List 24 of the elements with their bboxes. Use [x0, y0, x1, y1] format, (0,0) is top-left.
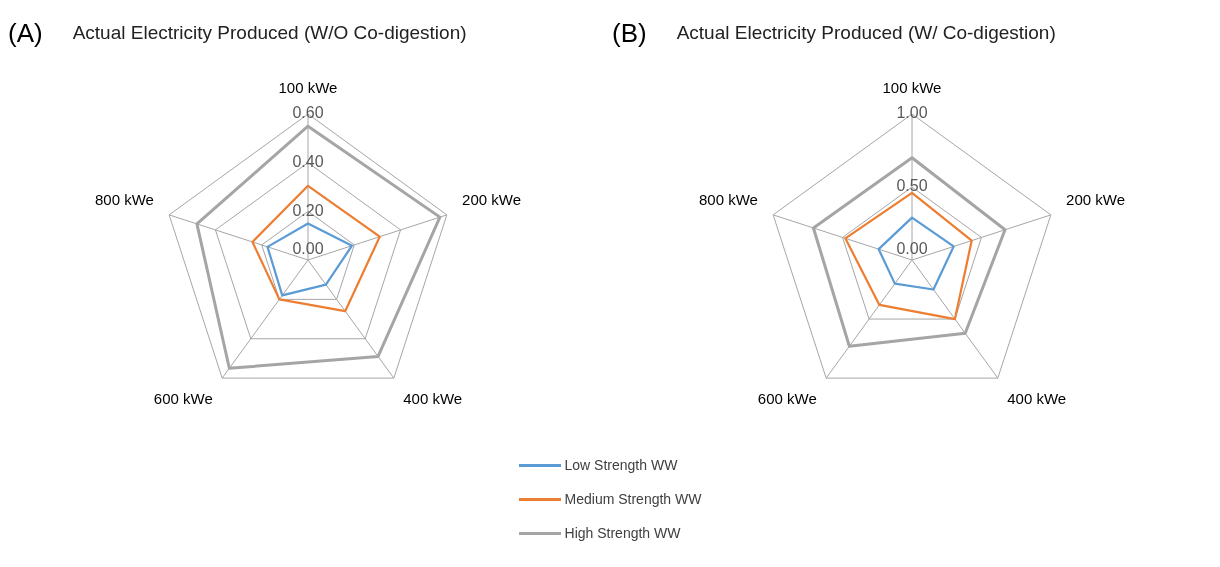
y-tick-label: 1.00 [896, 104, 928, 122]
chart-title: Actual Electricity Produced (W/ Co-digestion) [676, 22, 1056, 44]
spoke-label: 400 kWe [403, 390, 463, 408]
spoke-label: 800 kWe [94, 191, 154, 209]
text: (A) [8, 17, 43, 49]
y-tick-label: 0.00 [896, 240, 928, 258]
spoke-label: 800 kWe [698, 191, 758, 209]
spoke-label: 100 kWe [278, 79, 338, 97]
text: (B) [612, 17, 647, 49]
legend-label: Medium Strength WW [564, 491, 702, 507]
legend-label: High Strength WW [564, 525, 681, 541]
spoke-label: 200 kWe [462, 191, 522, 209]
chart-title: Actual Electricity Produced (W/O Co-digestion) [72, 22, 467, 44]
y-tick-label: 0.20 [292, 201, 324, 219]
y-tick-label: 0.60 [292, 104, 324, 122]
spoke-label: 600 kWe [757, 390, 817, 408]
spoke-label: 600 kWe [153, 390, 213, 408]
y-tick-label: 0.50 [896, 177, 928, 195]
spoke-label: 400 kWe [1007, 390, 1067, 408]
spoke-label: 100 kWe [882, 79, 942, 97]
legend-label: Low Strength WW [564, 457, 678, 473]
y-tick-label: 0.00 [292, 240, 324, 258]
spoke-label: 200 kWe [1066, 191, 1126, 209]
y-tick-label: 0.40 [292, 153, 324, 171]
